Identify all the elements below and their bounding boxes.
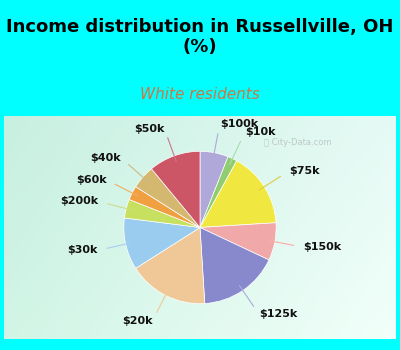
Text: $40k: $40k	[90, 153, 121, 163]
Text: $200k: $200k	[60, 196, 98, 206]
Text: ⓘ City-Data.com: ⓘ City-Data.com	[264, 138, 332, 147]
Wedge shape	[200, 151, 228, 228]
Text: $60k: $60k	[76, 175, 106, 185]
Wedge shape	[152, 151, 200, 228]
Wedge shape	[136, 169, 200, 228]
Wedge shape	[200, 228, 269, 303]
Wedge shape	[136, 228, 205, 304]
Text: $20k: $20k	[122, 316, 152, 326]
Wedge shape	[124, 218, 200, 268]
Wedge shape	[129, 187, 200, 228]
Wedge shape	[200, 161, 276, 228]
Text: $125k: $125k	[259, 309, 297, 320]
Text: $30k: $30k	[67, 245, 98, 256]
Text: White residents: White residents	[140, 87, 260, 102]
Text: $75k: $75k	[289, 166, 319, 176]
Wedge shape	[200, 157, 237, 228]
Text: $100k: $100k	[220, 119, 258, 129]
Text: $50k: $50k	[134, 124, 164, 134]
Wedge shape	[200, 223, 276, 260]
Text: $150k: $150k	[303, 242, 341, 252]
Wedge shape	[124, 199, 200, 228]
Text: $10k: $10k	[245, 127, 275, 138]
Text: Income distribution in Russellville, OH
(%): Income distribution in Russellville, OH …	[6, 18, 394, 56]
